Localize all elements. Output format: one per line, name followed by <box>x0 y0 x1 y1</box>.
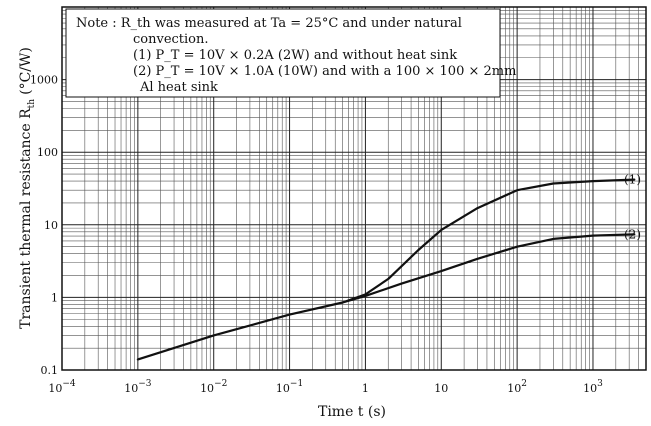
y-axis-ticks: 0.1 1 10 100 1000 <box>30 74 58 377</box>
x-tick-label: 103 <box>583 379 603 395</box>
x-tick-exponent: 3 <box>597 379 603 389</box>
x-tick-label: 1 <box>362 382 369 395</box>
x-tick-base: 1 <box>362 382 369 395</box>
x-tick-base: 10 <box>434 382 448 395</box>
y-tick-label: 0.1 <box>41 364 59 377</box>
y-tick-label: 10 <box>44 219 58 232</box>
x-tick-base: 10 <box>200 382 214 395</box>
y-axis-label-main: Transient thermal resistance R <box>18 108 34 329</box>
x-axis-label: Time t (s) <box>318 404 386 420</box>
x-tick-label: 10−2 <box>200 379 227 395</box>
x-tick-base: 10 <box>276 382 290 395</box>
y-tick-label: 1 <box>51 291 58 304</box>
x-tick-label: 10 <box>434 382 448 395</box>
note-line-3: (1) P_T = 10V × 0.2A (2W) and without he… <box>133 48 457 63</box>
curve-labels: (1) (2) <box>624 173 641 242</box>
series-line-2 <box>341 233 636 304</box>
x-tick-exponent: 2 <box>521 379 527 389</box>
series-label-1: (1) <box>624 173 641 187</box>
x-tick-base: 10 <box>124 382 138 395</box>
note-box: Note : R_th was measured at Ta = 25°C an… <box>65 8 516 98</box>
x-axis-ticks: 10−4 10−3 10−2 10−1 1 10 102 103 <box>48 379 603 395</box>
x-tick-label: 10−3 <box>124 379 152 395</box>
x-tick-label: 102 <box>507 379 527 395</box>
y-axis-label-unit: (°C/W) <box>18 47 34 95</box>
series-label-2: (2) <box>624 227 641 241</box>
y-axis-label: Transient thermal resistance Rth (°C/W) <box>18 47 37 329</box>
x-tick-exponent: −2 <box>214 379 227 389</box>
x-tick-base: 10 <box>48 382 62 395</box>
x-tick-base: 10 <box>507 382 521 395</box>
y-tick-label: 1000 <box>30 74 58 87</box>
x-tick-base: 10 <box>583 382 597 395</box>
x-tick-label: 10−1 <box>276 379 303 395</box>
y-tick-label: 100 <box>37 146 58 159</box>
note-box-background <box>65 8 501 98</box>
note-line-5: Al heat sink <box>139 80 218 95</box>
x-tick-exponent: −1 <box>290 379 303 389</box>
x-tick-exponent: −4 <box>62 379 76 389</box>
plot-frame <box>61 6 647 371</box>
note-line-1: Note : R_th was measured at Ta = 25°C an… <box>76 16 462 31</box>
y-axis-label-subscript: th <box>27 99 37 109</box>
x-tick-exponent: −3 <box>138 379 152 389</box>
note-line-4: (2) P_T = 10V × 1.0A (10W) and with a 10… <box>133 64 516 79</box>
note-line-2: convection. <box>133 32 209 47</box>
series-line-1 <box>136 178 636 361</box>
x-tick-label: 10−4 <box>48 379 76 395</box>
curves <box>136 178 636 361</box>
